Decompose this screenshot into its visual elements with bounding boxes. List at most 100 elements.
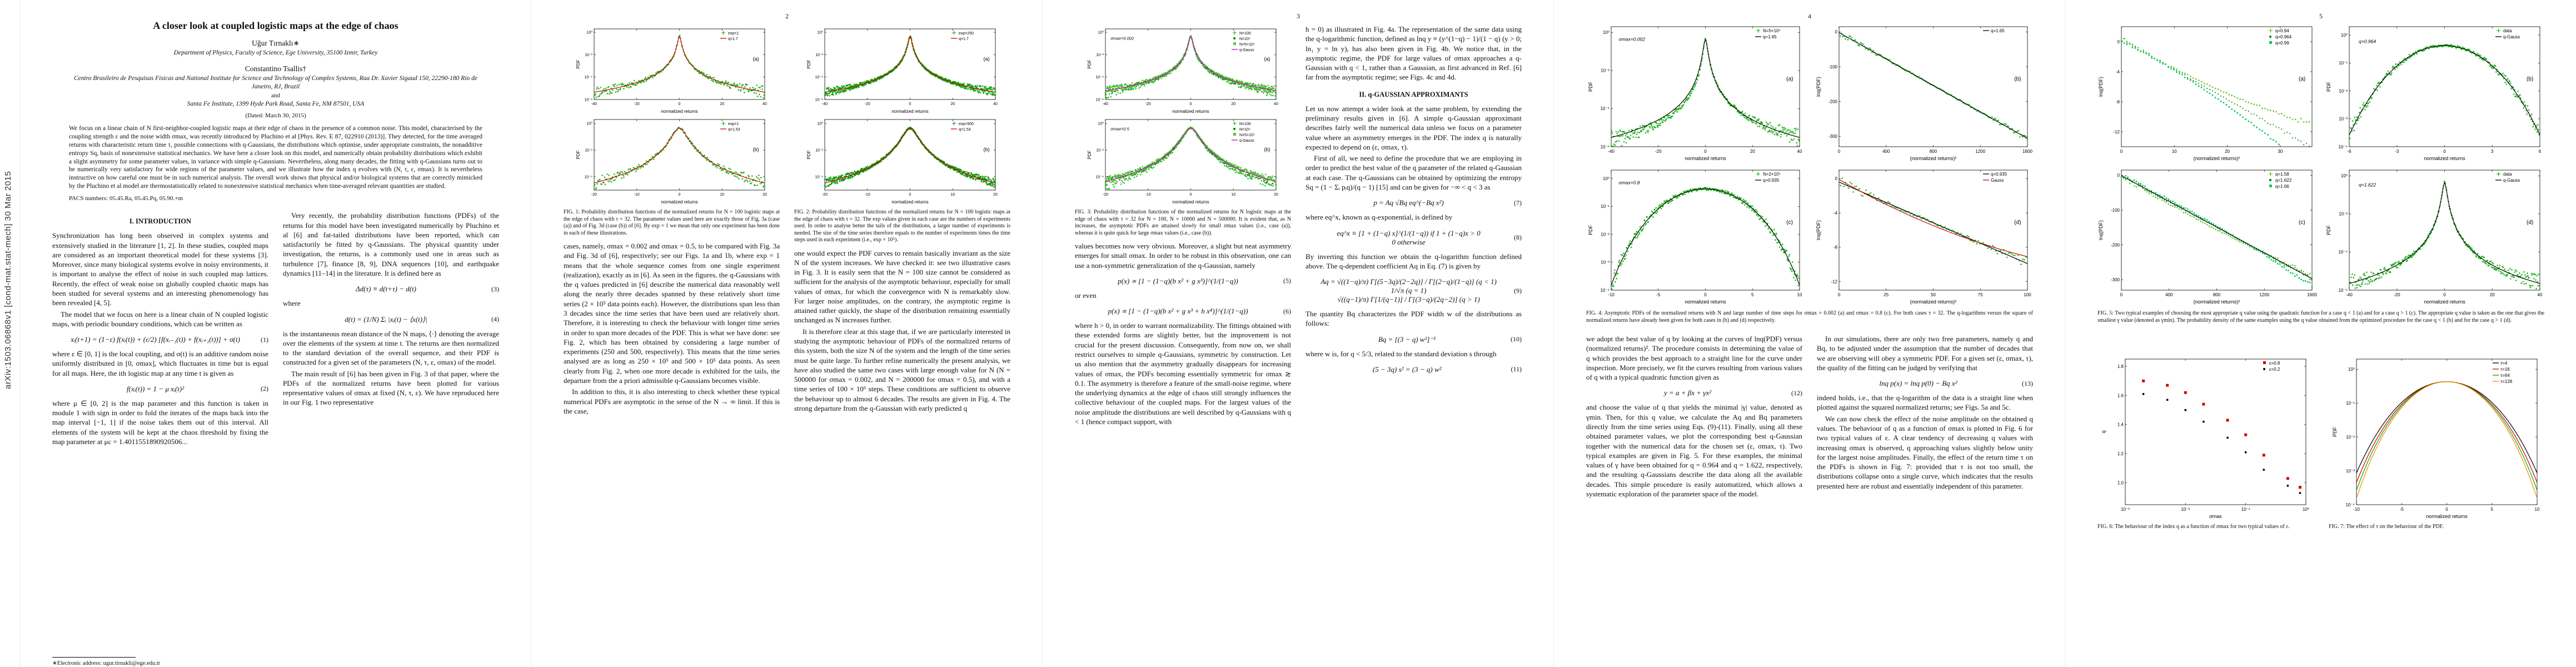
svg-text:N=10⁴: N=10⁴ bbox=[1239, 128, 1250, 132]
svg-text:25: 25 bbox=[1884, 292, 1889, 297]
svg-text:lnq(PDF): lnq(PDF) bbox=[1816, 77, 1821, 97]
svg-text:10⁻²: 10⁻² bbox=[2181, 507, 2190, 512]
svg-text:10⁻⁴: 10⁻⁴ bbox=[1095, 175, 1104, 179]
svg-text:1200: 1200 bbox=[2259, 292, 2269, 297]
svg-text:5: 5 bbox=[2491, 507, 2494, 512]
figure-4-caption: FIG. 4: Asymptotic PDFs of the normalize… bbox=[1586, 310, 2033, 323]
svg-text:0: 0 bbox=[2117, 39, 2120, 44]
svg-text:-300: -300 bbox=[2111, 277, 2120, 282]
svg-text:PDF: PDF bbox=[1588, 81, 1593, 92]
page3-column-2: h = 0) as illustrated in Fig. 4a. The re… bbox=[1306, 24, 1522, 641]
svg-text:(a): (a) bbox=[1264, 56, 1270, 62]
svg-text:100: 100 bbox=[2024, 292, 2031, 297]
affiliation-1: Department of Physics, Faculty of Scienc… bbox=[173, 49, 378, 56]
dated-line: (Dated: March 30, 2015) bbox=[245, 112, 306, 119]
svg-text:40: 40 bbox=[763, 102, 767, 106]
svg-text:10: 10 bbox=[2172, 149, 2177, 154]
svg-text:10⁻²: 10⁻² bbox=[2339, 212, 2348, 217]
svg-text:10⁻⁴: 10⁻⁴ bbox=[1095, 76, 1104, 79]
paragraph: where ε ∈ [0, 1] is the local coupling, … bbox=[52, 350, 268, 377]
svg-text:exp=1: exp=1 bbox=[728, 32, 739, 36]
svg-text:10⁻³: 10⁻³ bbox=[1601, 260, 1610, 265]
svg-text:-40: -40 bbox=[591, 102, 596, 106]
svg-text:10⁻⁶: 10⁻⁶ bbox=[1601, 145, 1610, 150]
svg-text:10⁻²: 10⁻² bbox=[2346, 435, 2355, 440]
paragraph: In our simulations, there are only two f… bbox=[1817, 335, 2033, 372]
svg-text:(c): (c) bbox=[1786, 220, 1793, 226]
svg-text:ε=0.2: ε=0.2 bbox=[2269, 367, 2280, 372]
svg-text:10: 10 bbox=[1797, 292, 1802, 297]
fig3-panel-a: -40 -20 0 20 40 10⁰ 10⁻² 10⁻⁴ 10⁻⁶ normalized ret… bbox=[1085, 24, 1281, 115]
paragraph: we adopt the best value of q by looking … bbox=[1586, 335, 1802, 382]
svg-text:-300: -300 bbox=[1828, 134, 1838, 139]
figure-2-caption: FIG. 2: Probability distribution functio… bbox=[794, 209, 1010, 243]
figure-3-caption: FIG. 3: Probability distribution functio… bbox=[1075, 209, 1291, 236]
paragraph: First of all, we need to define the proc… bbox=[1306, 154, 1522, 191]
svg-text:(b): (b) bbox=[753, 147, 759, 152]
paragraph: Very recently, the probability distribut… bbox=[283, 211, 499, 277]
svg-text:(a): (a) bbox=[983, 56, 989, 62]
fig7-plot: -10 -5 0 5 10 10⁰ 10⁻¹ 10⁻² 10⁻³ 10⁻⁴ normalized r… bbox=[2331, 355, 2542, 520]
equation-9: Aq = √((1−q)/π) Γ[(5−3q)/(2−2q)] / Γ[(2−… bbox=[1321, 277, 1522, 304]
svg-text:(d): (d) bbox=[2014, 220, 2021, 226]
fig5-panel-b: -6 -3 0 3 6 10⁰ 10⁻¹ 10⁻² 10⁻³ 10⁻⁴ normalized ret… bbox=[2325, 22, 2545, 162]
paragraph: values becomes now very obvious. Moreove… bbox=[1075, 242, 1291, 270]
svg-text:10⁻³: 10⁻³ bbox=[2339, 117, 2348, 122]
svg-text:50: 50 bbox=[1931, 292, 1936, 297]
figure-6-caption: FIG. 6: The behaviour of the index q as … bbox=[2097, 524, 2290, 530]
paragraph: The quantity Bq characterizes the PDF wi… bbox=[1306, 310, 1522, 328]
footnote-1: ∗Electronic address: ugur.tirnakli@ege.e… bbox=[52, 660, 161, 666]
svg-text:800: 800 bbox=[2213, 292, 2221, 297]
paragraph: The main result of [6] has been given in… bbox=[283, 369, 499, 407]
svg-text:20: 20 bbox=[2225, 149, 2230, 154]
equation-8: eq^x ≡ [1 + (1−q) x]^(1/(1−q)) if 1 + (1… bbox=[1337, 228, 1522, 246]
svg-text:10: 10 bbox=[2535, 507, 2540, 512]
svg-text:10⁻³: 10⁻³ bbox=[2121, 507, 2130, 512]
svg-text:q=1.7: q=1.7 bbox=[959, 37, 969, 41]
paragraph: It is therefore clear at this stage that… bbox=[794, 327, 1010, 412]
equation-7: p = Aq √Bq eq^(−Bq x²) (7) bbox=[1373, 198, 1522, 207]
page-4: 4 -40 -20 0 20 40 10⁰ 10⁻² 10⁻⁴ 10⁻⁶ normalized r… bbox=[1553, 0, 2065, 667]
svg-text:10⁰: 10⁰ bbox=[1098, 122, 1104, 126]
svg-text:10: 10 bbox=[1231, 193, 1235, 197]
svg-text:q=0.964: q=0.964 bbox=[2359, 39, 2376, 44]
svg-text:30: 30 bbox=[2278, 149, 2283, 154]
fig4-panel-c: -10 -5 0 5 10 10⁰ 10⁻¹ 10⁻² 10⁻³ 10⁻⁴ normalized r… bbox=[1587, 166, 1805, 306]
svg-text:1.0: 1.0 bbox=[2117, 481, 2124, 486]
svg-text:exp=250: exp=250 bbox=[959, 32, 974, 36]
svg-text:σmax=0.002: σmax=0.002 bbox=[1110, 36, 1134, 41]
svg-text:normalized returns: normalized returns bbox=[891, 109, 928, 114]
fig3-panel-b: -20 -10 0 10 20 10⁰ 10⁻² 10⁻⁴ normalized returns… bbox=[1085, 115, 1281, 206]
svg-text:-10: -10 bbox=[634, 193, 639, 197]
svg-text:10⁻⁴: 10⁻⁴ bbox=[584, 175, 592, 179]
svg-text:40: 40 bbox=[993, 102, 998, 106]
svg-text:-12: -12 bbox=[1831, 279, 1837, 284]
page-1: A closer look at coupled logistic maps a… bbox=[19, 0, 531, 667]
svg-text:normalized returns: normalized returns bbox=[891, 200, 928, 205]
svg-text:0: 0 bbox=[2443, 292, 2446, 297]
svg-text:20: 20 bbox=[763, 193, 767, 197]
svg-text:-10: -10 bbox=[2353, 507, 2360, 512]
svg-text:exp=500: exp=500 bbox=[959, 122, 974, 126]
svg-text:10⁰: 10⁰ bbox=[1603, 176, 1610, 181]
svg-text:N=10⁴: N=10⁴ bbox=[1239, 37, 1250, 41]
svg-text:N=2×10⁵: N=2×10⁵ bbox=[1763, 172, 1781, 177]
svg-text:exp=1: exp=1 bbox=[728, 122, 739, 126]
svg-text:(c): (c) bbox=[2299, 220, 2305, 226]
svg-text:-6: -6 bbox=[2347, 149, 2351, 154]
fig1-panel-a: -40 -20 0 20 40 10⁰ 10⁻² 10⁻⁴ 10⁻⁶ normalized ret… bbox=[574, 24, 770, 115]
affiliation-2b: Santa Fe Institute, 1399 Hyde Park Road,… bbox=[187, 100, 365, 107]
svg-text:1.8: 1.8 bbox=[2117, 364, 2124, 369]
paragraph: where w is, for q < 5/3, related to the … bbox=[1306, 349, 1497, 358]
svg-text:6: 6 bbox=[2539, 149, 2542, 154]
equation-13: lnq p(x) = lnq p(0) − Bq x² (13) bbox=[1879, 379, 2033, 388]
svg-text:(a): (a) bbox=[2299, 76, 2305, 82]
svg-text:PDF: PDF bbox=[2326, 81, 2331, 92]
paragraph: or even bbox=[1075, 291, 1097, 300]
svg-text:0: 0 bbox=[2117, 173, 2120, 178]
fig4-panel-b: 0 400 800 1200 1600 0 -100 -200 -300 (normalized … bbox=[1815, 22, 2032, 162]
svg-text:PDF: PDF bbox=[806, 59, 811, 68]
svg-text:lnq(PDF): lnq(PDF) bbox=[1816, 220, 1821, 240]
svg-text:10⁰: 10⁰ bbox=[1098, 31, 1104, 35]
